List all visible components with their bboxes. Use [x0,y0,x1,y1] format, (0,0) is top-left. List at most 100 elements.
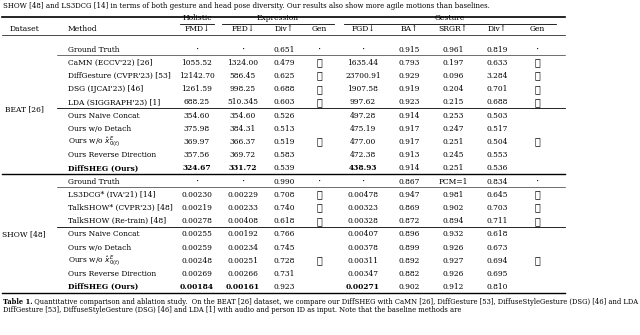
Text: 0.583: 0.583 [273,151,294,159]
Text: 0.633: 0.633 [486,59,508,67]
Text: 0.929: 0.929 [398,72,420,80]
Text: 0.917: 0.917 [398,138,420,146]
Text: 0.708: 0.708 [273,191,294,199]
Text: ✗: ✗ [534,190,540,199]
Text: Ours Reverse Direction: Ours Reverse Direction [68,151,156,159]
Text: 475.19: 475.19 [350,125,376,133]
Text: 477.00: 477.00 [350,138,376,146]
Text: 0.915: 0.915 [398,46,420,54]
Text: ✓: ✓ [534,256,540,265]
Text: ·: · [317,45,321,54]
Text: 0.793: 0.793 [398,59,420,67]
Text: 0.513: 0.513 [273,125,294,133]
Text: 586.45: 586.45 [230,72,256,80]
Text: 0.701: 0.701 [486,85,508,93]
Text: 0.745: 0.745 [273,244,295,252]
Text: 0.947: 0.947 [398,191,420,199]
Text: 354.60: 354.60 [230,112,256,120]
Text: 0.932: 0.932 [442,230,464,239]
Text: 0.00251: 0.00251 [228,257,259,265]
Text: Ours w/o Detach: Ours w/o Detach [68,244,131,252]
Text: 438.93: 438.93 [349,164,377,173]
Text: 0.923: 0.923 [273,283,294,291]
Text: 510.345: 510.345 [227,98,259,107]
Text: FMD↓: FMD↓ [184,25,210,33]
Text: ✓: ✓ [534,98,540,107]
Text: 0.251: 0.251 [442,138,464,146]
Text: TalkSHOW (Re-train) [48]: TalkSHOW (Re-train) [48] [68,217,166,225]
Text: 375.98: 375.98 [184,125,210,133]
Text: Ours w/o Detach: Ours w/o Detach [68,125,131,133]
Text: 1261.59: 1261.59 [182,85,212,93]
Text: 0.914: 0.914 [398,112,420,120]
Text: Div↑: Div↑ [275,25,294,33]
Text: 384.31: 384.31 [230,125,256,133]
Text: 0.688: 0.688 [486,98,508,107]
Text: Div↑: Div↑ [488,25,507,33]
Text: 0.961: 0.961 [442,46,464,54]
Text: 0.896: 0.896 [398,230,420,239]
Text: 1055.52: 1055.52 [182,59,212,67]
Text: 0.204: 0.204 [442,85,464,93]
Text: ·: · [536,177,539,186]
Text: Expression: Expression [257,14,299,22]
Text: 0.673: 0.673 [486,244,508,252]
Text: ✓: ✓ [534,203,540,212]
Text: 0.00378: 0.00378 [348,244,378,252]
Text: 0.503: 0.503 [486,112,508,120]
Text: 0.553: 0.553 [486,151,508,159]
Text: ·: · [195,177,198,186]
Text: Ours Reverse Direction: Ours Reverse Direction [68,270,156,278]
Text: 0.651: 0.651 [273,46,294,54]
Text: 0.625: 0.625 [273,72,294,80]
Text: Table 1.: Table 1. [3,298,33,306]
Text: Gen: Gen [311,25,326,33]
Text: ✗: ✗ [316,58,322,67]
Text: 0.00233: 0.00233 [228,204,259,212]
Text: ✓: ✓ [534,71,540,80]
Text: 0.00347: 0.00347 [348,270,378,278]
Text: 3.284: 3.284 [486,72,508,80]
Text: 1635.44: 1635.44 [348,59,379,67]
Text: 0.919: 0.919 [398,85,420,93]
Text: 688.25: 688.25 [184,98,210,107]
Text: 0.00407: 0.00407 [348,230,378,239]
Text: ✓: ✓ [316,98,322,107]
Text: 0.913: 0.913 [398,151,420,159]
Text: 0.504: 0.504 [486,138,508,146]
Text: ✓: ✓ [316,137,322,146]
Text: SHOW [48] and LS3DCG [14] in terms of both gesture and head pose diversity. Our : SHOW [48] and LS3DCG [14] in terms of bo… [3,2,490,10]
Text: Method: Method [68,25,98,33]
Text: DiffGesture (CVPR'23) [53]: DiffGesture (CVPR'23) [53] [68,72,171,80]
Text: 0.834: 0.834 [486,178,508,186]
Text: 23700.91: 23700.91 [345,72,381,80]
Text: 0.00219: 0.00219 [182,204,212,212]
Text: 0.245: 0.245 [442,151,464,159]
Text: 0.00229: 0.00229 [228,191,259,199]
Text: ✓: ✓ [534,85,540,94]
Text: Ground Truth: Ground Truth [68,46,120,54]
Text: 0.926: 0.926 [442,270,464,278]
Text: Gen: Gen [529,25,545,33]
Text: 997.62: 997.62 [350,98,376,107]
Text: 369.97: 369.97 [184,138,210,146]
Text: ✗: ✗ [316,190,322,199]
Text: Holistic: Holistic [182,14,212,22]
Text: Quantitative comparison and ablation study.  On the BEAT [26] dataset, we compar: Quantitative comparison and ablation stu… [30,298,640,306]
Text: 0.539: 0.539 [273,164,294,173]
Text: 0.740: 0.740 [273,204,295,212]
Text: 0.00269: 0.00269 [182,270,212,278]
Text: 0.914: 0.914 [398,164,420,173]
Text: 0.00478: 0.00478 [348,191,378,199]
Text: 0.926: 0.926 [442,244,464,252]
Text: 0.00266: 0.00266 [228,270,259,278]
Text: 0.253: 0.253 [442,112,464,120]
Text: DiffGesture [53], DiffuseStyleGesture (DSG) [46] and LDA [1] with audio and pers: DiffGesture [53], DiffuseStyleGesture (D… [3,306,461,314]
Text: 324.67: 324.67 [182,164,211,173]
Text: 0.479: 0.479 [273,59,295,67]
Text: DSG (IJCAI'23) [46]: DSG (IJCAI'23) [46] [68,85,143,93]
Text: 0.917: 0.917 [398,125,420,133]
Text: ✓: ✓ [316,256,322,265]
Text: ✗: ✗ [316,217,322,226]
Text: 0.00278: 0.00278 [182,217,212,225]
